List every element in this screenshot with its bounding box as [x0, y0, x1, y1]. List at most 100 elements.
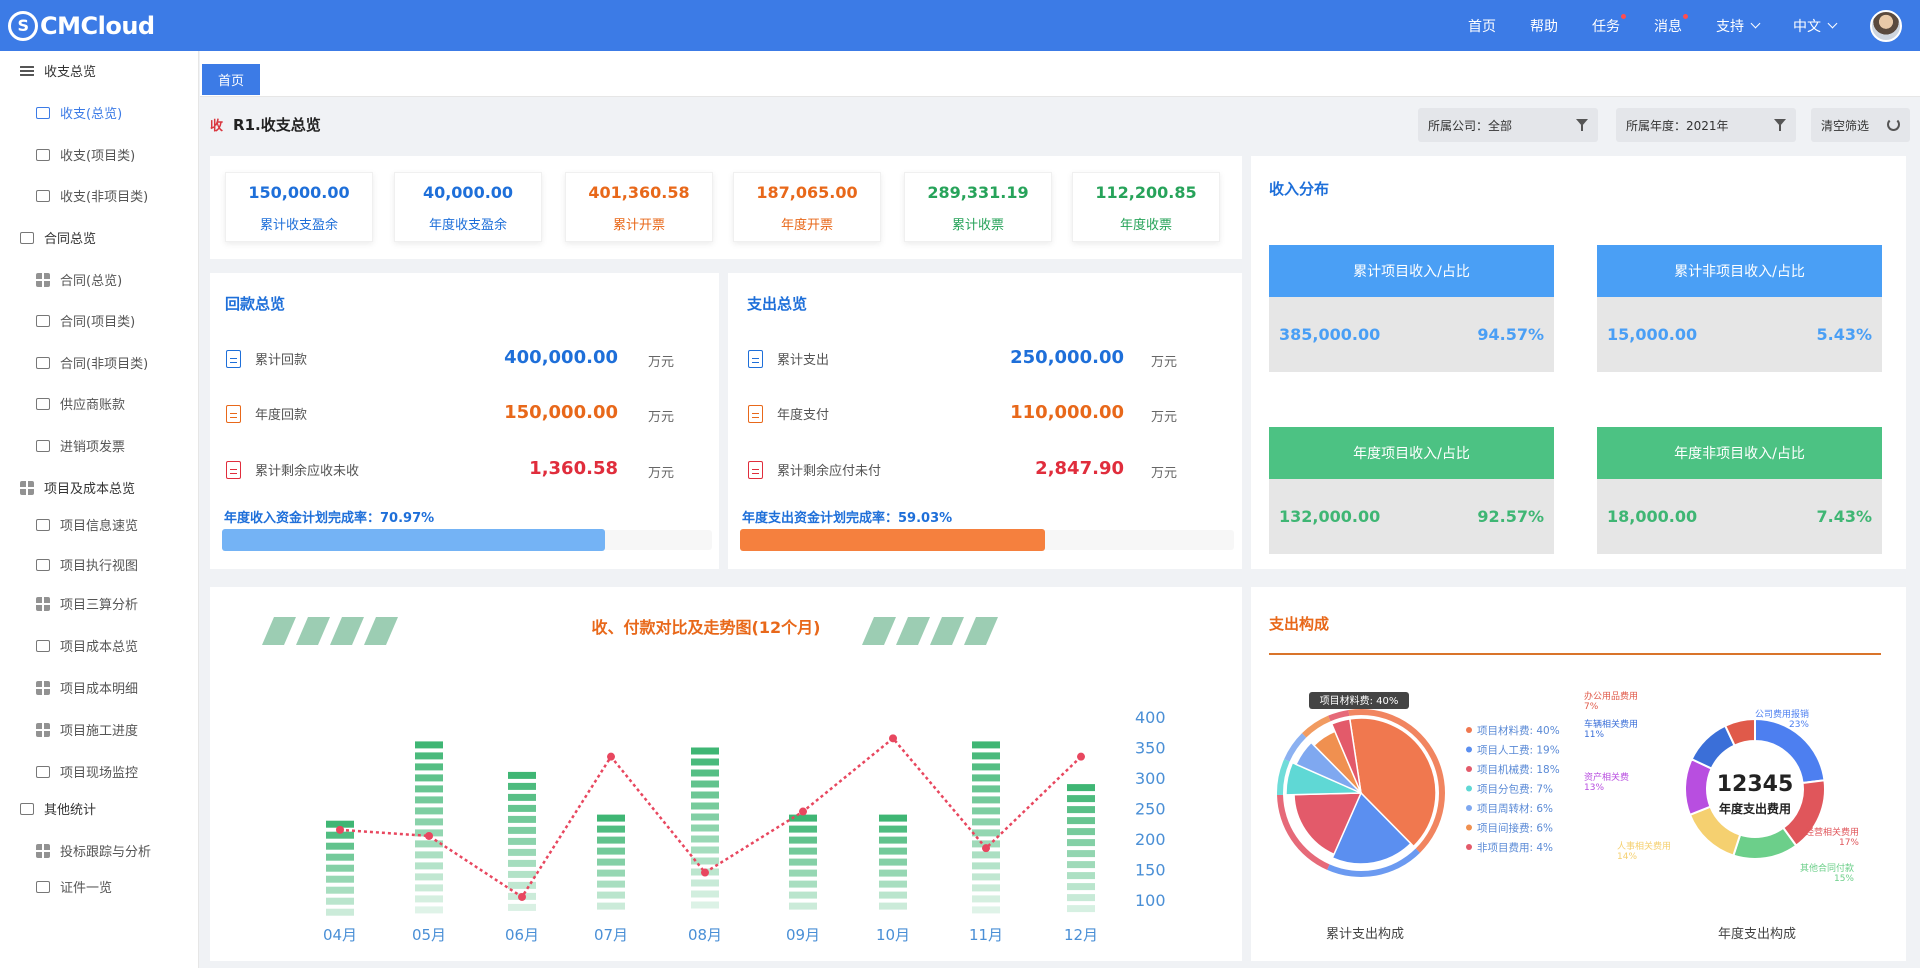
x-tick-label: 07月	[594, 926, 628, 944]
legend-label: 项目间接费: 6%	[1477, 822, 1553, 835]
pie-outer-ring	[1327, 848, 1420, 877]
x-tick-label: 09月	[786, 926, 820, 944]
sidebar-item[interactable]: 项目现场监控	[36, 762, 138, 781]
tab-home[interactable]: 首页	[202, 64, 260, 95]
grid-icon	[36, 722, 50, 737]
donut-label: 其他合同付款	[1800, 862, 1854, 874]
income-percent: 94.57%	[1477, 325, 1544, 344]
sidebar-item[interactable]: 收支(非项目类)	[36, 186, 148, 205]
sidebar-group[interactable]: 项目及成本总览	[20, 478, 135, 497]
sidebar-item[interactable]: 投标跟踪与分析	[36, 841, 151, 860]
donut-label-pct: 15%	[1834, 874, 1854, 884]
stat-tile: 40,000.00 年度收支盈余	[394, 172, 542, 242]
logo-text: CMCloud	[40, 11, 155, 40]
stat-label: 累计收支盈余	[259, 218, 338, 233]
pie-slice[interactable]	[1293, 792, 1363, 856]
payments-row: 年度支付	[748, 404, 829, 423]
receipts-card: 回款总览 年度收入资金计划完成率：70.97%	[210, 273, 719, 569]
sidebar-item[interactable]: 项目执行视图	[36, 555, 138, 574]
sidebar-item-label: 项目三算分析	[60, 598, 139, 613]
stat-tile: 401,360.58 累计开票	[565, 172, 713, 242]
sidebar-item[interactable]: 合同(总览)	[36, 270, 122, 289]
sidebar-item-label: 证件一览	[60, 881, 113, 896]
nav-item[interactable]: 中文	[1793, 16, 1838, 36]
legend-label: 项目分包费: 7%	[1477, 783, 1553, 796]
sidebar-item[interactable]: 项目成本明细	[36, 678, 138, 697]
donut-subtitle: 年度支出构成	[1718, 926, 1796, 942]
stat-label: 累计开票	[612, 218, 665, 233]
sidebar-item[interactable]: 供应商账款	[36, 394, 125, 413]
legend-dot	[1466, 727, 1472, 733]
line-point	[1077, 752, 1085, 761]
bar	[508, 771, 536, 911]
nav-item-label: 中文	[1793, 18, 1821, 35]
stat-value: 401,360.58	[588, 183, 690, 202]
sidebar-group[interactable]: 合同总览	[20, 228, 96, 247]
report-icon	[36, 439, 50, 452]
payments-row: 累计剩余应付未付	[748, 460, 881, 479]
sidebar-item[interactable]: 项目成本总览	[36, 636, 138, 655]
decor-stripe	[364, 617, 398, 645]
donut-slice[interactable]	[1732, 826, 1798, 860]
nav-item[interactable]: 消息	[1654, 13, 1688, 36]
sidebar-group[interactable]: 收支总览	[20, 61, 96, 80]
stat-tile: 112,200.85 年度收票	[1072, 172, 1220, 242]
nav-item[interactable]: 首页	[1468, 16, 1496, 36]
sidebar-item[interactable]: 证件一览	[36, 877, 112, 896]
sidebar-item[interactable]: 合同(非项目类)	[36, 353, 148, 372]
legend-label: 非项目费用: 4%	[1477, 841, 1553, 854]
sidebar-item-label: 收支总览	[44, 65, 97, 80]
donut-slice[interactable]	[1723, 717, 1756, 747]
pie-slice[interactable]	[1295, 741, 1362, 794]
row-unit: 万元	[648, 410, 675, 425]
sidebar-item[interactable]: 进销项发票	[36, 436, 125, 455]
logo[interactable]: S CMCloud	[8, 10, 155, 41]
sidebar-item[interactable]: 收支(总览)	[36, 103, 122, 122]
sidebar-item[interactable]: 合同(项目类)	[36, 311, 135, 330]
year-filter[interactable]: 所属年度：2021年	[1616, 108, 1796, 142]
row-label: 年度支付	[777, 408, 830, 423]
bar	[879, 814, 907, 910]
sidebar-item[interactable]: 项目三算分析	[36, 594, 138, 613]
expense-card: 支出构成 项目材料费: 40% 项目材料费: 40% 项目人工费: 19% 项目机械费…	[1251, 587, 1906, 961]
nav-item[interactable]: 帮助	[1530, 16, 1558, 36]
avatar[interactable]	[1870, 9, 1902, 42]
payments-title: 支出总览	[747, 295, 808, 313]
pie-slice[interactable]	[1285, 761, 1362, 796]
pie-slice[interactable]	[1348, 717, 1437, 848]
top-nav: 首页 帮助 任务 消息 支持 中文	[1468, 0, 1920, 51]
company-filter[interactable]: 所属公司：全部	[1418, 108, 1598, 142]
sidebar-item-label: 供应商账款	[60, 398, 126, 413]
legend-label: 项目材料费: 40%	[1477, 724, 1560, 737]
clear-filter-button[interactable]: 清空筛选	[1811, 108, 1910, 142]
row-unit: 万元	[648, 466, 675, 481]
sidebar-group[interactable]: 其他统计	[20, 799, 96, 818]
sidebar-item-label: 收支(总览)	[60, 107, 123, 122]
stat-value: 112,200.85	[1095, 183, 1197, 202]
income-amount: 18,000.00	[1607, 507, 1698, 526]
pie-outer-ring	[1328, 709, 1350, 722]
income-cell-body: 15,000.00 5.43%	[1597, 297, 1882, 372]
stat-label: 年度收票	[1119, 218, 1172, 233]
pie-subtitle: 累计支出构成	[1326, 927, 1404, 942]
pie-slice[interactable]	[1331, 791, 1412, 865]
company-filter-label: 所属公司：全部	[1428, 118, 1513, 133]
sidebar-item[interactable]: 项目信息速览	[36, 515, 138, 534]
row-unit: 万元	[1151, 466, 1178, 481]
nav-item[interactable]: 任务	[1592, 13, 1626, 36]
nav-item[interactable]: 支持	[1716, 16, 1761, 36]
income-amount: 132,000.00	[1279, 507, 1381, 526]
donut-label: 人事相关费用	[1617, 840, 1671, 852]
list-icon	[20, 64, 34, 77]
row-amount: 2,847.90	[1035, 458, 1124, 479]
legend-dot	[1466, 785, 1472, 792]
y-tick-label: 350	[1135, 739, 1166, 758]
pie-slice[interactable]	[1330, 717, 1362, 794]
report-icon	[36, 765, 50, 778]
sidebar-item[interactable]: 项目施工进度	[36, 720, 138, 739]
legend-dot	[1466, 844, 1472, 850]
legend-label: 项目人工费: 19%	[1477, 744, 1560, 757]
bar	[415, 741, 443, 914]
sidebar-item[interactable]: 收支(项目类)	[36, 145, 135, 164]
monitor-icon	[36, 880, 50, 893]
